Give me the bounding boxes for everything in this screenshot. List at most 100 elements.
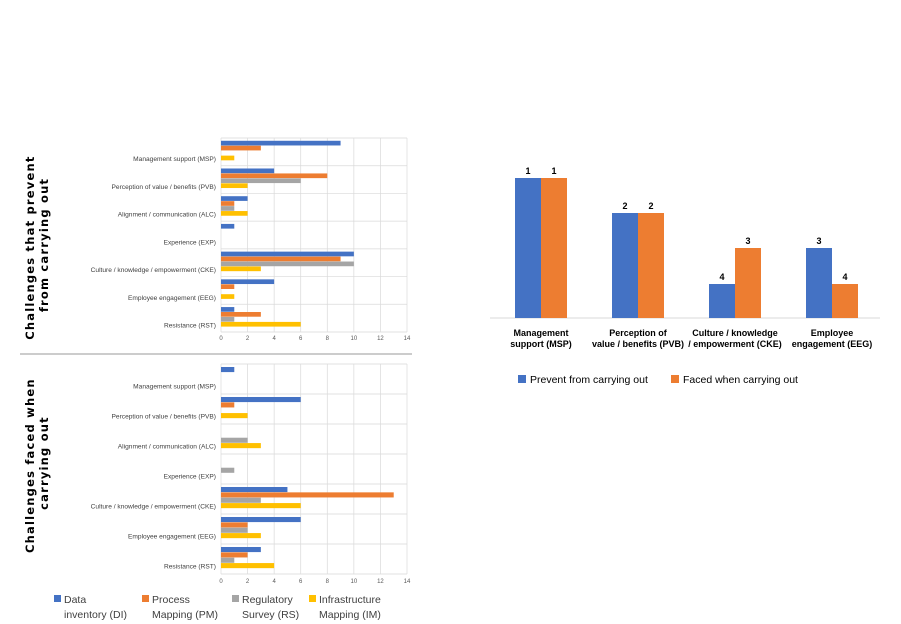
bar-0-1 [221,168,275,174]
x-tick-label: 10 [351,336,358,342]
bar-1-2 [221,201,235,206]
rank-category-label: Perception of [609,328,668,338]
bottom-legend: Data inventory (DI) Process Mapping (PM)… [54,594,381,621]
rank-bar-0-3 [806,248,832,318]
bar-0-4 [221,251,354,257]
rank-bar-1-1 [638,213,664,318]
rank-label: 1 [525,166,530,176]
bar-0-5 [221,279,275,285]
category-label: Experience (EXP) [164,474,216,481]
bar-2-1 [221,178,301,184]
bar-0-1 [221,397,301,403]
rank-label: 2 [648,201,653,211]
rank-bar-0-1 [612,213,638,318]
bar-3-1 [221,413,248,419]
rank-category-label: value / benefits (PVB) [592,339,684,349]
x-tick-label: 2 [246,336,250,342]
x-tick-label: 2 [246,579,250,585]
legend-swatch-faced [671,375,679,383]
bar-2-2 [221,206,235,211]
side-title-bottom: Challenges faced when carrying out [23,373,51,553]
category-label: Experience (EXP) [164,239,216,246]
bar-2-6 [221,557,235,563]
x-tick-label: 8 [326,579,330,585]
legend-label-im-1: Infrastructure [319,594,381,606]
legend-swatch-im [309,595,316,602]
legend-swatch-rs [232,595,239,602]
rank-bar-0-0 [515,178,541,318]
legend-label-pm-2: Mapping (PM) [152,609,218,621]
legend-label-di-1: Data [64,594,86,606]
category-label: Resistance (RST) [164,323,216,330]
bar-2-2 [221,437,248,443]
bar-1-6 [221,552,248,558]
bar-3-4 [221,503,301,509]
bar-1-5 [221,284,235,289]
bar-0-3 [221,223,235,229]
bar-3-6 [221,563,275,569]
bar-2-5 [221,527,248,533]
legend-label-di-2: inventory (DI) [64,609,127,621]
x-tick-label: 14 [404,579,411,585]
bar-1-1 [221,173,328,179]
rank-category-label: Employee [811,328,854,338]
bar-0-5 [221,517,301,523]
bar-1-1 [221,402,235,408]
bar-0-0 [221,140,341,146]
bar-1-0 [221,145,261,151]
bar-0-6 [221,307,235,312]
legend-label-rs-2: Survey (RS) [242,609,299,621]
bar-3-1 [221,183,248,189]
side-title-bottom-line2: carrying out [37,416,51,510]
legend-swatch-di [54,595,61,602]
rank-category-label: Culture / knowledge [692,328,778,338]
rank-bar-0-2 [709,284,735,318]
bar-3-4 [221,266,261,272]
legend-swatch-prevent [518,375,526,383]
x-tick-label: 8 [326,336,330,342]
category-label: Employee engagement (EEG) [128,534,216,541]
category-label: Culture / knowledge / empowerment (CKE) [91,267,216,274]
bar-3-5 [221,533,261,539]
rank-category-label: support (MSP) [510,339,572,349]
x-tick-label: 12 [377,336,384,342]
bar-2-3 [221,467,235,473]
legend-label-prevent: Prevent from carrying out [530,374,648,386]
category-label: Employee engagement (EEG) [128,295,216,302]
x-tick-label: 14 [404,336,411,342]
x-tick-label: 4 [272,336,276,342]
x-tick-label: 6 [299,579,303,585]
bar-3-6 [221,321,301,327]
category-label: Management support (MSP) [133,156,216,163]
legend-label-faced: Faced when carrying out [683,374,798,386]
x-tick-label: 6 [299,336,303,342]
bar-3-5 [221,294,235,299]
side-title-top-line2: from carrying out [37,178,51,312]
x-tick-label: 10 [351,579,358,585]
bar-1-6 [221,312,261,317]
bar-1-4 [221,256,341,262]
rank-label: 3 [745,236,750,246]
rank-label: 3 [816,236,821,246]
rank-label: 1 [551,166,556,176]
x-tick-label: 0 [219,579,223,585]
rank-bar-1-0 [541,178,567,318]
category-label: Alignment / communication (ALC) [118,444,216,451]
side-title-bottom-line1: Challenges faced when [23,378,37,553]
bar-1-5 [221,522,248,528]
side-title-top-line1: Challenges that prevent [23,155,37,339]
bar-2-6 [221,316,235,322]
bar-0-4 [221,487,288,493]
legend-label-im-2: Mapping (IM) [319,609,381,621]
bar-3-2 [221,443,261,449]
x-tick-label: 4 [272,579,276,585]
rank-category-label: engagement (EEG) [792,339,873,349]
category-label: Perception of value / benefits (PVB) [112,414,216,421]
bar-0-2 [221,196,248,201]
side-title-top: Challenges that prevent from carrying ou… [23,150,51,340]
prevent-challenges-chart: 0 2 4 6 8 10 12 14 Management support (MSP) Perce… [91,137,411,342]
category-label: Resistance (RST) [164,564,216,571]
bar-3-2 [221,211,248,216]
bar-1-4 [221,492,394,498]
bar-3-0 [221,155,235,161]
